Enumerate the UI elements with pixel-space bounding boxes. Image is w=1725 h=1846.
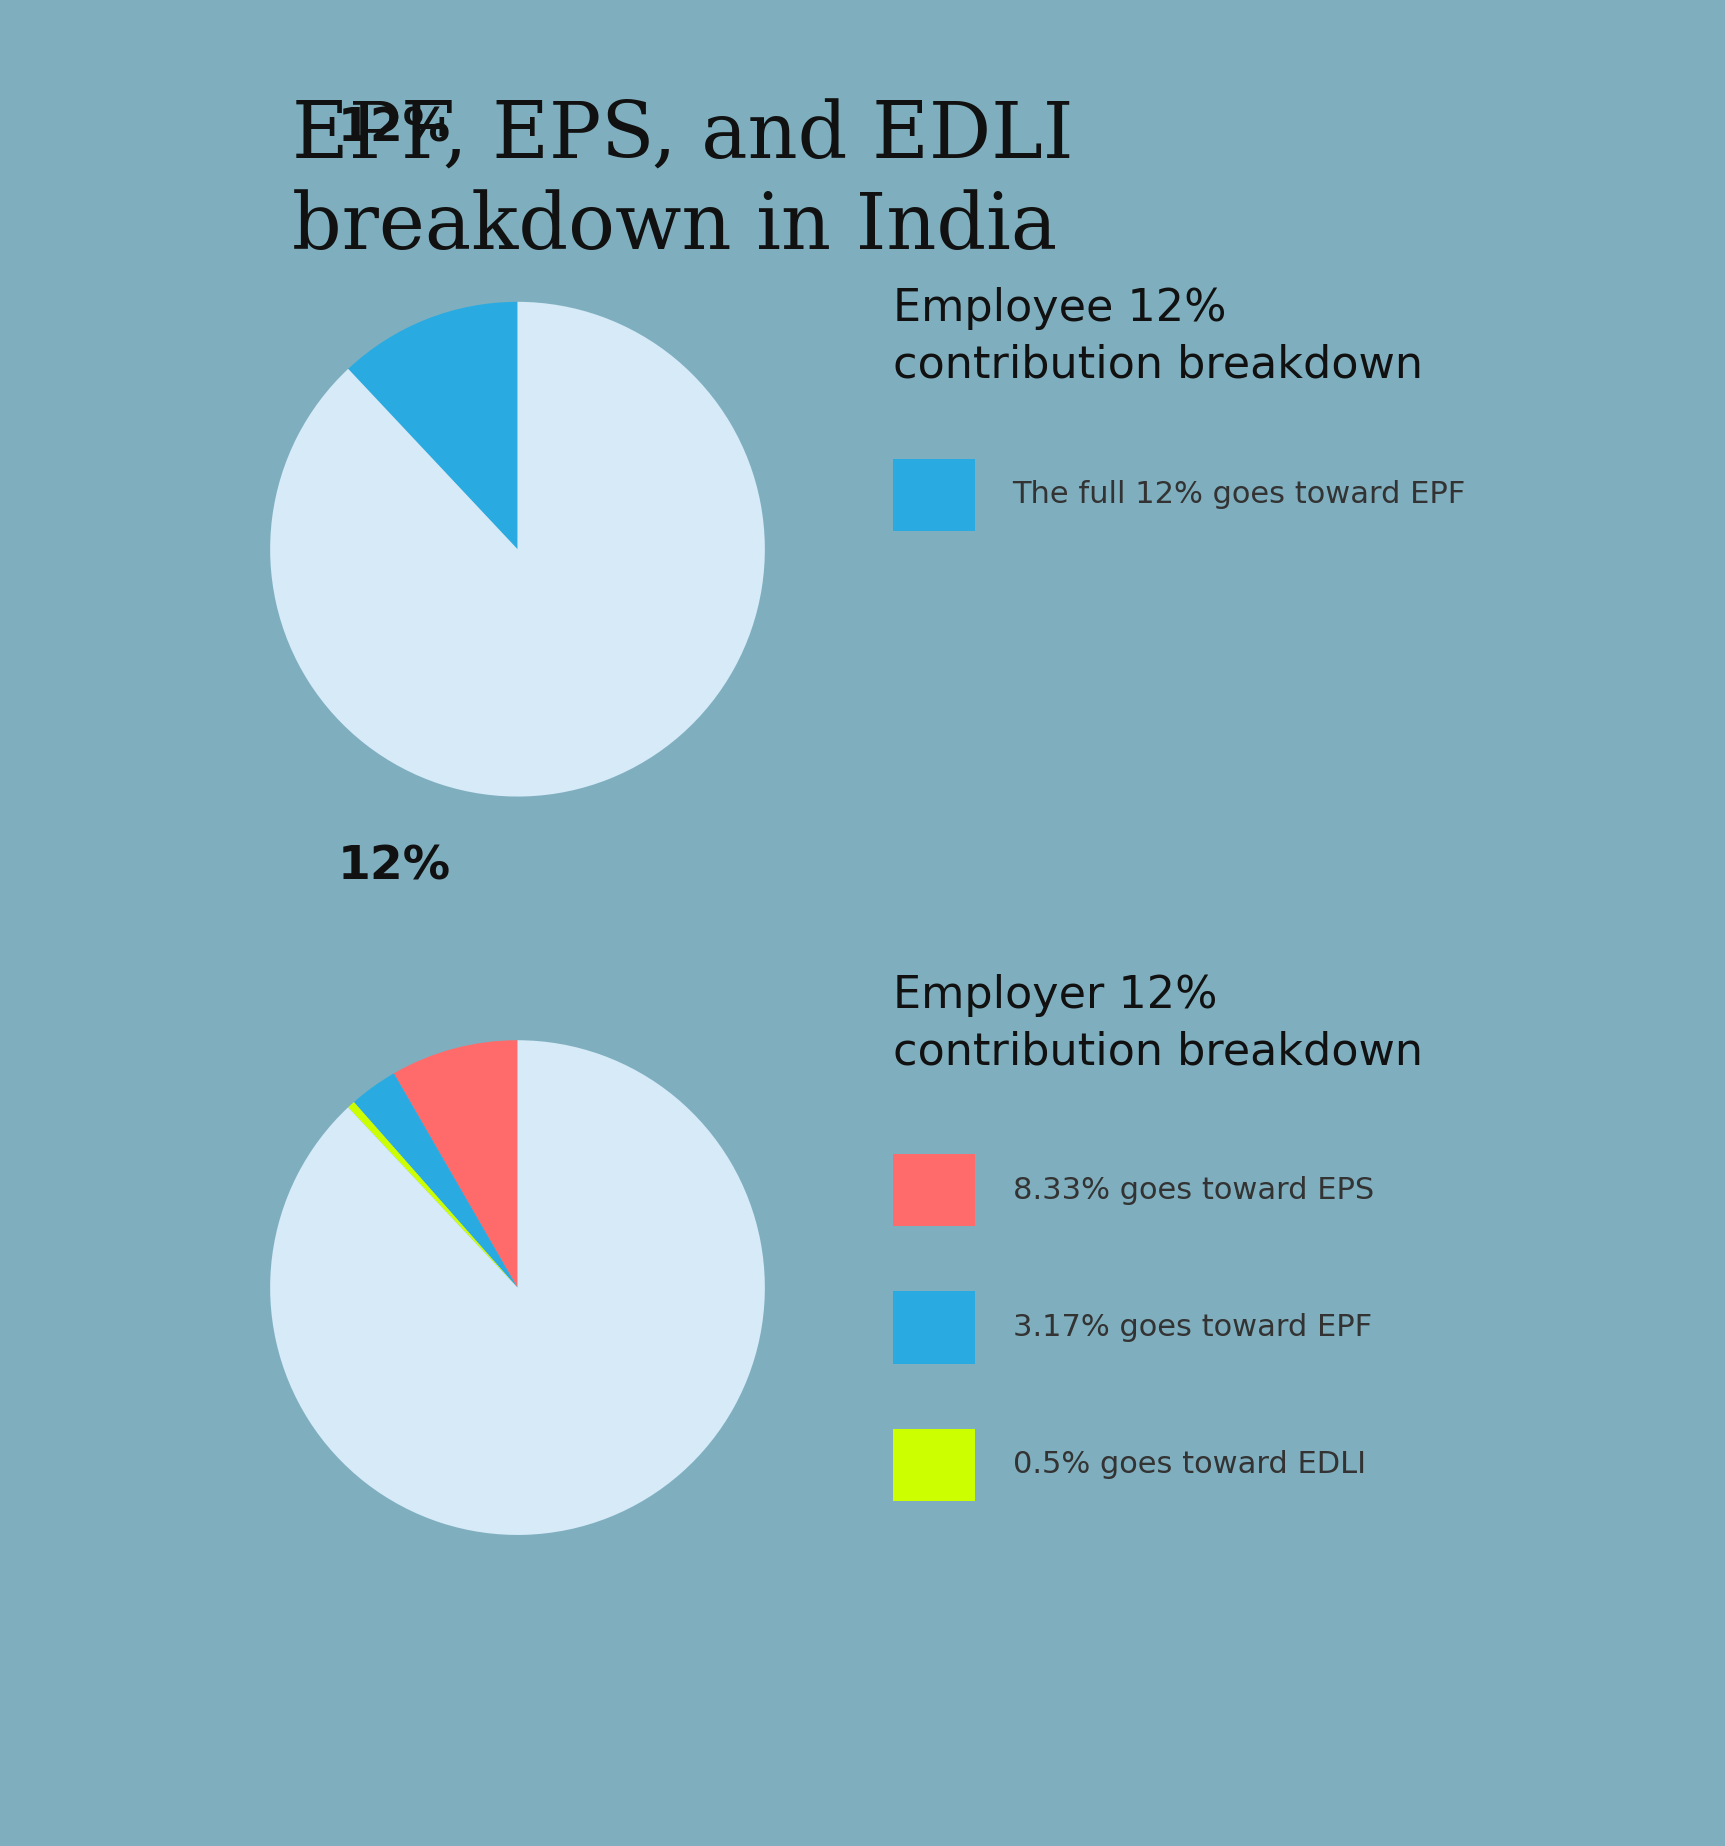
Text: 0.5% goes toward EDLI: 0.5% goes toward EDLI (1013, 1451, 1366, 1479)
Wedge shape (271, 301, 764, 796)
Wedge shape (354, 1073, 518, 1289)
Wedge shape (393, 1041, 518, 1289)
Text: 8.33% goes toward EPS: 8.33% goes toward EPS (1013, 1176, 1373, 1205)
Bar (892, 1292, 975, 1364)
Text: Employer 12%
contribution breakdown: Employer 12% contribution breakdown (892, 975, 1423, 1074)
Bar (892, 1154, 975, 1226)
Bar (892, 1429, 975, 1501)
Text: 3.17% goes toward EPF: 3.17% goes toward EPF (1013, 1313, 1371, 1342)
Text: The full 12% goes toward EPF: The full 12% goes toward EPF (1013, 480, 1466, 509)
Text: 12%: 12% (338, 845, 450, 890)
Wedge shape (348, 301, 518, 550)
Bar (892, 460, 975, 532)
Wedge shape (271, 1041, 764, 1534)
Wedge shape (348, 1102, 518, 1289)
Text: EPF, EPS, and EDLI
breakdown in India: EPF, EPS, and EDLI breakdown in India (292, 98, 1073, 264)
Text: Employee 12%
contribution breakdown: Employee 12% contribution breakdown (892, 288, 1423, 388)
Text: 12%: 12% (338, 107, 450, 151)
